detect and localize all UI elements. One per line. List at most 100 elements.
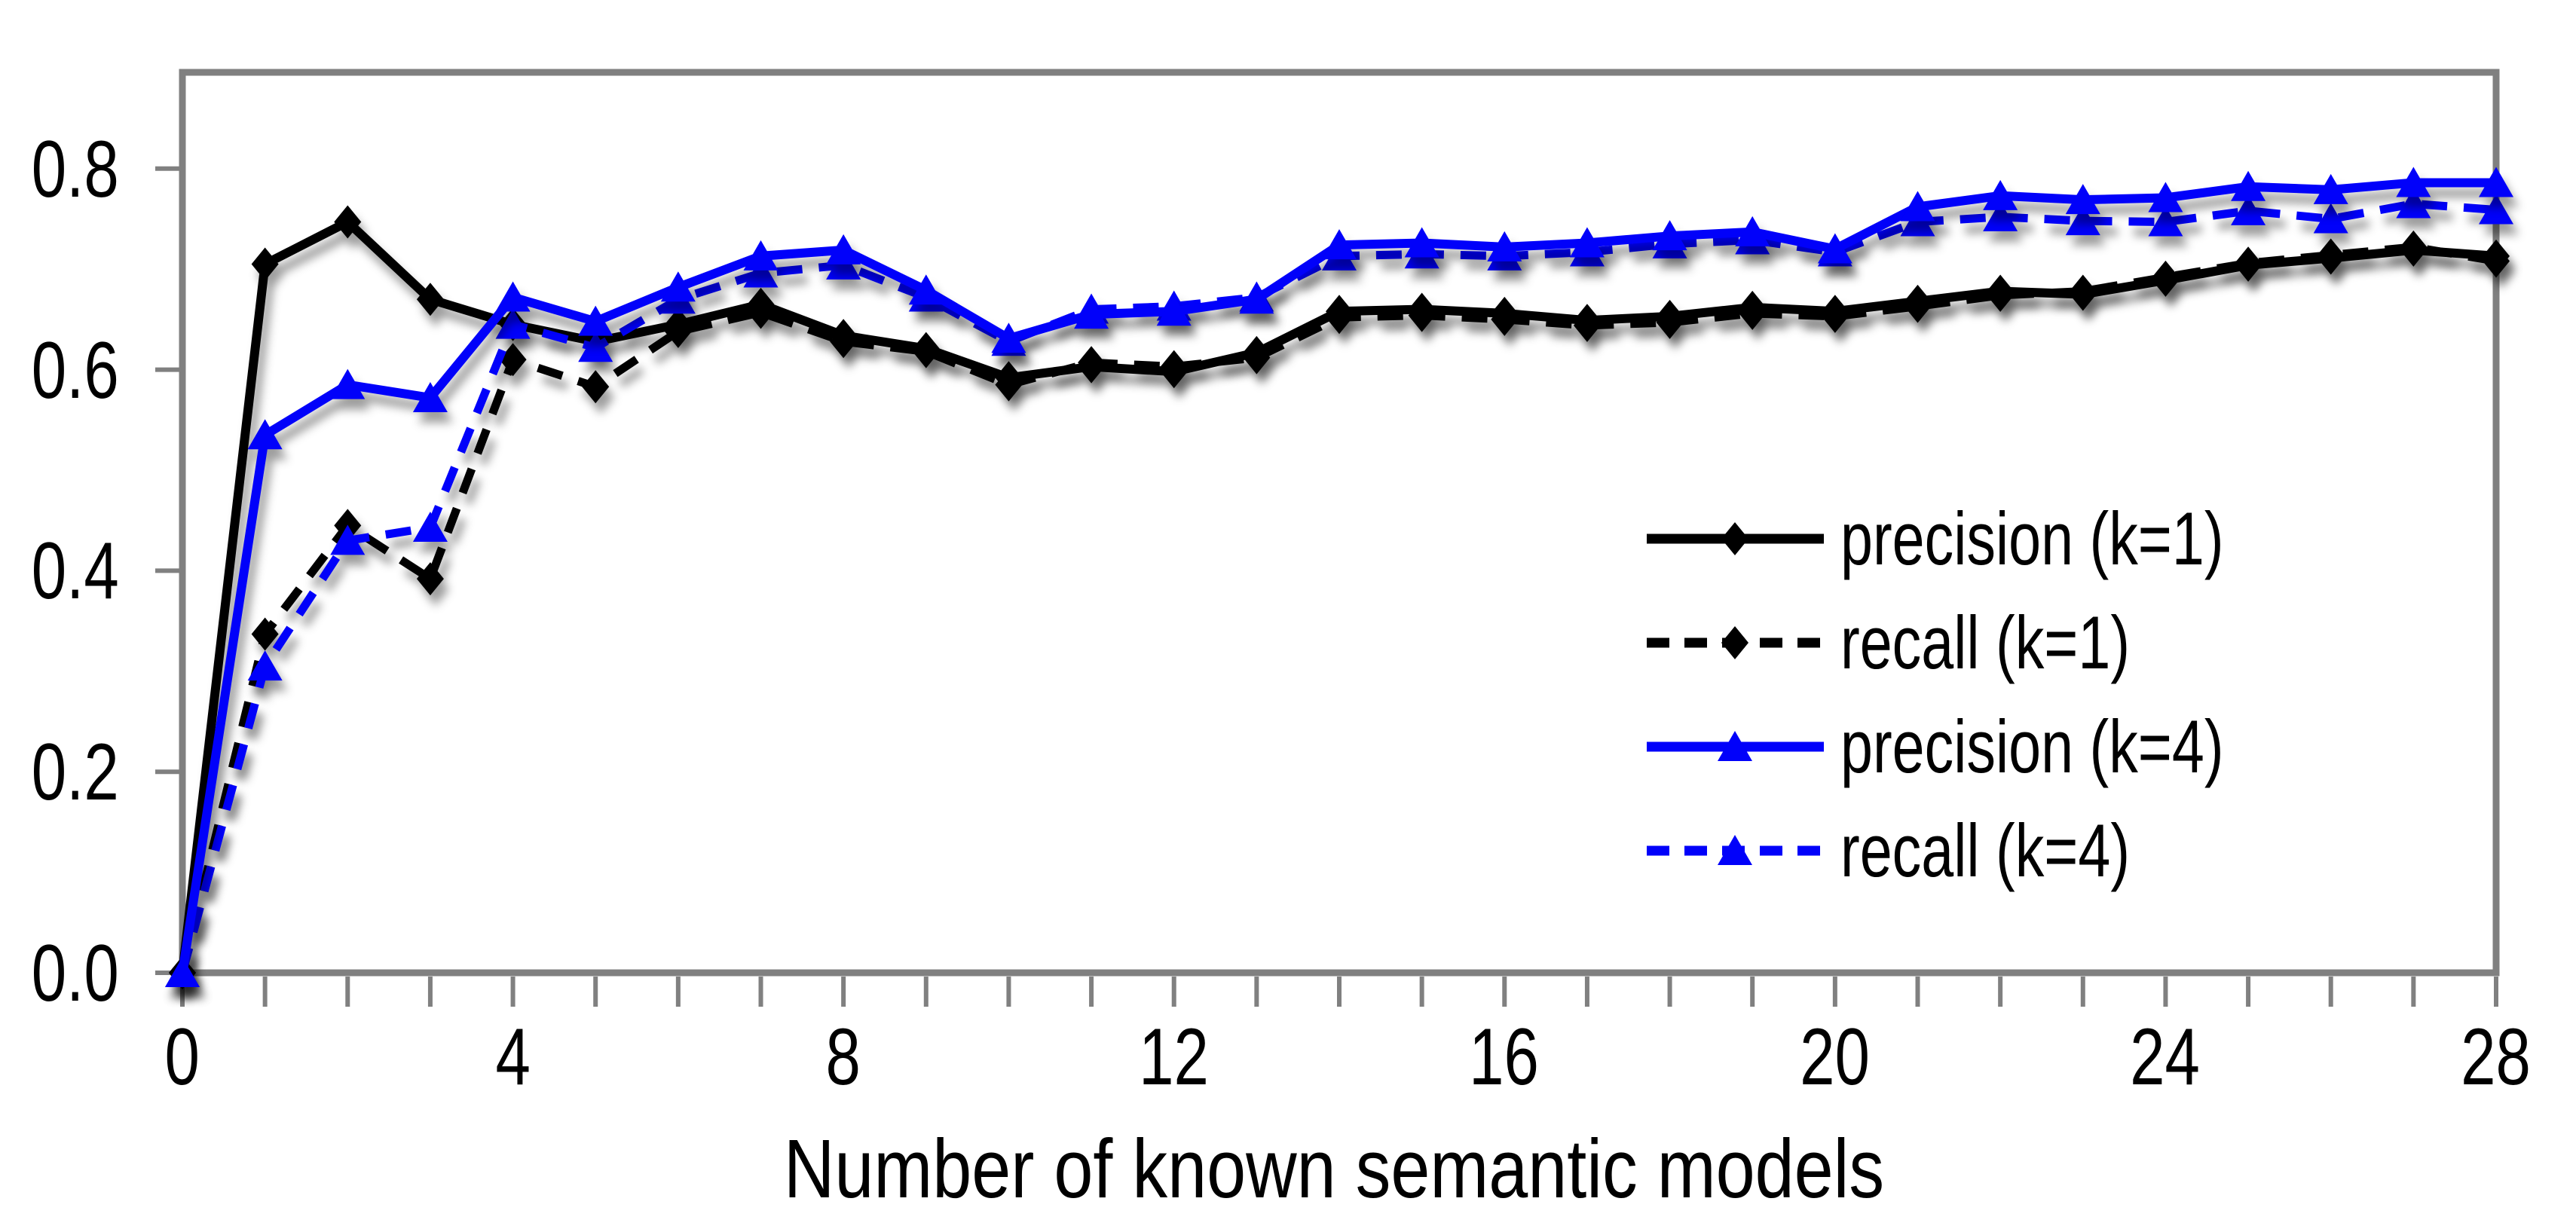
legend-sample-precision-k4-line-triangle-icon [1647,731,1824,761]
marker-triangle [743,240,779,271]
marker-triangle [247,650,283,681]
marker-triangle [412,512,448,543]
marker-triangle [1156,295,1192,326]
marker-diamond [1326,295,1353,329]
marker-diamond [1721,626,1748,659]
marker-triangle [826,249,861,280]
marker-diamond [1573,304,1601,338]
x-tick-label-20: 20 [1800,1011,1871,1102]
marker-diamond [747,287,775,321]
marker-triangle [2479,167,2513,197]
marker-triangle [330,368,366,399]
marker-triangle [1983,200,2018,231]
marker-triangle [578,305,613,336]
marker-diamond [2400,233,2428,267]
legend-sample-recall-k1-dashed-diamond-icon [1647,626,1824,659]
legend-item-precision-k1: precision (k=1) [1647,497,2332,580]
marker-triangle [2396,167,2431,197]
marker-triangle [1652,220,1687,251]
marker-diamond [416,562,444,596]
marker-diamond [2483,239,2510,273]
legend-sample-precision-k1-line-diamond-icon [1647,522,1824,555]
marker-diamond [2069,277,2097,311]
legend-label-precision-k1: precision (k=1) [1840,497,2224,580]
marker-diamond [2152,263,2180,297]
legend-label-precision-k4: precision (k=4) [1840,705,2224,788]
marker-diamond [416,283,444,316]
series-layer [165,167,2513,989]
x-tick-label-16: 16 [1469,1011,1540,1102]
marker-triangle [660,271,696,302]
marker-diamond [830,319,858,353]
legend-item-recall-k4: recall (k=4) [1647,809,2332,892]
marker-diamond [499,343,527,377]
marker-diamond [1408,292,1436,326]
marker-triangle [2479,194,2513,225]
x-tick-label-0: 0 [164,1011,200,1102]
marker-triangle [412,381,448,412]
marker-triangle [743,257,779,288]
marker-triangle [1569,227,1605,258]
marker-triangle [578,332,613,362]
marker-triangle [247,419,283,450]
marker-triangle [826,234,861,264]
marker-triangle [1487,231,1522,261]
marker-triangle [1817,233,1852,264]
x-tick-label-8: 8 [825,1011,861,1102]
legend-sample-recall-k4-dashed-triangle-icon [1647,835,1824,865]
marker-triangle [1718,835,1752,865]
legend-item-precision-k4: precision (k=4) [1647,705,2332,788]
y-tick-label-0.6: 0.6 [31,325,119,415]
marker-diamond [912,332,940,365]
marker-diamond [664,307,692,341]
marker-diamond [1987,274,2015,308]
marker-triangle [991,323,1026,353]
marker-triangle [2396,188,2431,219]
marker-diamond [251,617,279,651]
marker-diamond [1078,350,1106,384]
marker-triangle [2231,170,2266,201]
marker-triangle [330,524,366,555]
legend: precision (k=1) recall (k=1) precision (… [1647,497,2332,913]
marker-triangle [165,957,200,987]
x-tick-label-12: 12 [1139,1011,1210,1102]
legend-item-recall-k1: recall (k=1) [1647,601,2332,684]
x-tick-label-24: 24 [2130,1011,2201,1102]
marker-triangle [2313,203,2348,234]
marker-triangle [1718,731,1752,761]
axis-ticks [155,166,2498,1007]
marker-triangle [495,281,531,312]
marker-diamond [251,247,279,281]
x-tick-label-4: 4 [495,1011,531,1102]
series-precision_k4 [165,167,2513,987]
marker-triangle [2148,206,2183,237]
marker-diamond [1904,284,1932,318]
marker-diamond [1656,299,1684,333]
marker-triangle [1239,283,1274,314]
y-tick-label-0.0: 0.0 [31,928,119,1018]
marker-diamond [1160,355,1188,389]
x-tick-label-28: 28 [2461,1011,2532,1102]
marker-diamond [1721,522,1748,555]
marker-triangle [1983,179,2018,210]
marker-diamond [582,370,610,404]
marker-triangle [2313,173,2348,204]
marker-diamond [1821,295,1849,329]
marker-diamond [995,361,1023,395]
y-tick-label-0.8: 0.8 [31,124,119,214]
legend-label-recall-k4: recall (k=4) [1840,809,2131,892]
marker-triangle [2148,182,2183,212]
marker-diamond [1491,296,1519,330]
y-tick-label-0.4: 0.4 [31,525,119,616]
marker-triangle [1322,229,1357,260]
x-axis-title: Number of known semantic models [783,1123,1885,1215]
marker-triangle [908,274,944,305]
marker-triangle [1074,298,1109,329]
marker-triangle [1735,216,1770,246]
marker-diamond [334,205,362,239]
legend-label-recall-k1: recall (k=1) [1840,601,2131,684]
marker-triangle [2065,205,2100,236]
marker-triangle [2065,184,2100,215]
y-tick-label-0.2: 0.2 [31,726,119,817]
